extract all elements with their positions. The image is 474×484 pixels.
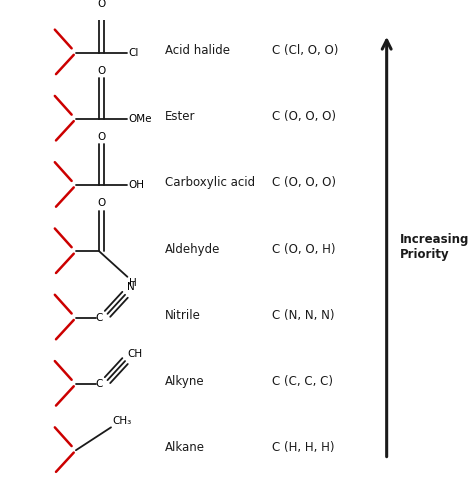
Text: C (Cl, O, O): C (Cl, O, O): [272, 44, 338, 57]
Text: Alkane: Alkane: [165, 441, 205, 454]
Text: H: H: [128, 278, 137, 288]
Text: Cl: Cl: [128, 47, 139, 58]
Text: C: C: [96, 313, 103, 323]
Text: C (O, O, O): C (O, O, O): [272, 110, 336, 123]
Text: CH: CH: [127, 349, 142, 359]
Text: C (O, O, O): C (O, O, O): [272, 176, 336, 189]
Text: C (O, O, H): C (O, O, H): [272, 242, 335, 256]
Text: C (C, C, C): C (C, C, C): [272, 375, 333, 388]
Text: O: O: [98, 132, 106, 142]
Text: Alkyne: Alkyne: [165, 375, 205, 388]
Text: Aldehyde: Aldehyde: [165, 242, 221, 256]
Text: OMe: OMe: [128, 114, 152, 124]
Text: N: N: [127, 283, 135, 292]
Text: C: C: [96, 379, 103, 389]
Text: Acid halide: Acid halide: [165, 44, 230, 57]
Text: Nitrile: Nitrile: [165, 309, 201, 322]
Text: C (N, N, N): C (N, N, N): [272, 309, 334, 322]
Text: C (H, H, H): C (H, H, H): [272, 441, 334, 454]
Text: Increasing
Priority: Increasing Priority: [400, 233, 469, 261]
Text: Carboxylic acid: Carboxylic acid: [165, 176, 255, 189]
Text: OH: OH: [128, 180, 145, 190]
Text: O: O: [98, 198, 106, 208]
Text: CH₃: CH₃: [112, 416, 131, 426]
Text: Ester: Ester: [165, 110, 196, 123]
Text: O: O: [98, 0, 106, 9]
Text: O: O: [98, 65, 106, 76]
